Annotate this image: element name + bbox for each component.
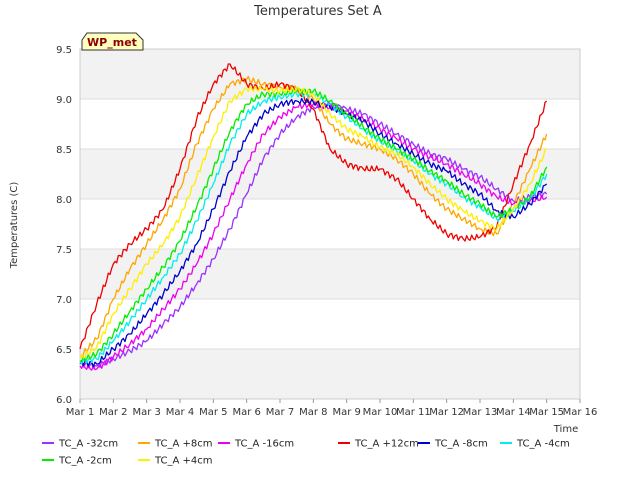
series-line-7 bbox=[79, 87, 548, 362]
x-tick-label: Mar 16 bbox=[563, 407, 598, 418]
x-tick-label: Mar 15 bbox=[529, 407, 564, 418]
legend-label: TC_A -4cm bbox=[516, 439, 570, 450]
background-bands bbox=[80, 49, 580, 399]
x-tick-label: Mar 9 bbox=[332, 407, 360, 418]
background-band bbox=[80, 349, 580, 399]
y-tick-label: 9.5 bbox=[56, 45, 72, 56]
series-line-3 bbox=[79, 101, 548, 371]
x-axis-ticks: Mar 1 Mar 2 Mar 3 Mar 4 Mar 5 Mar 6 Mar 7 Mar 8… bbox=[66, 399, 598, 418]
series-line-5 bbox=[79, 97, 548, 368]
y-axis-title: Temperatures (C) bbox=[9, 182, 20, 270]
x-tick-label: Mar 10 bbox=[363, 407, 398, 418]
series-lines bbox=[79, 63, 548, 371]
y-tick-label: 8.0 bbox=[56, 195, 72, 206]
x-tick-label: Mar 5 bbox=[199, 407, 227, 418]
badge-shape bbox=[81, 32, 144, 51]
legend-label: TC_A -16cm bbox=[234, 439, 294, 450]
y-tick-label: 6.5 bbox=[56, 345, 72, 356]
y-tick-label: 7.0 bbox=[56, 295, 72, 306]
x-tick-label: Mar 12 bbox=[429, 407, 464, 418]
legend: TC_A -32cm TC_A +8cm TC_A -16cm TC_A +12cm T… bbox=[42, 439, 570, 467]
x-tick-label: Mar 3 bbox=[132, 407, 160, 418]
series-line-1 bbox=[79, 100, 548, 369]
background-band bbox=[80, 249, 580, 299]
x-tick-label: Mar 4 bbox=[166, 407, 194, 418]
series-line-8 bbox=[79, 85, 547, 360]
background-band bbox=[80, 49, 580, 99]
legend-label: TC_A +4cm bbox=[154, 456, 213, 467]
x-tick-label: Mar 7 bbox=[266, 407, 294, 418]
x-tick-label: Mar 13 bbox=[463, 407, 498, 418]
x-tick-label: Mar 6 bbox=[232, 407, 260, 418]
y-tick-label: 7.5 bbox=[56, 245, 72, 256]
background-band bbox=[80, 149, 580, 199]
x-tick-label: Mar 8 bbox=[299, 407, 327, 418]
x-tick-label: Mar 14 bbox=[496, 407, 531, 418]
x-tick-label: Mar 11 bbox=[396, 407, 431, 418]
legend-label: TC_A +8cm bbox=[154, 439, 213, 450]
series-line-2 bbox=[80, 75, 548, 358]
badge-label: WP_met bbox=[87, 36, 137, 49]
legend-label: TC_A -2cm bbox=[58, 456, 112, 467]
x-tick-label: Mar 2 bbox=[99, 407, 127, 418]
legend-label: TC_A -32cm bbox=[58, 439, 118, 450]
chart-title: Temperatures Set A bbox=[253, 4, 382, 19]
wp-met-badge: WP_met bbox=[81, 32, 144, 51]
y-tick-label: 8.5 bbox=[56, 145, 72, 156]
y-tick-label: 9.0 bbox=[56, 95, 72, 106]
legend-label: TC_A -8cm bbox=[434, 439, 488, 450]
legend-label: TC_A +12cm bbox=[354, 439, 419, 450]
series-line-4 bbox=[79, 63, 548, 350]
x-tick-label: Mar 1 bbox=[66, 407, 94, 418]
x-axis-title: Time bbox=[553, 424, 578, 435]
y-axis-ticks: 6.0 6.5 7.0 7.5 8.0 8.5 9.0 9.5 bbox=[56, 45, 72, 406]
y-tick-label: 6.0 bbox=[56, 395, 72, 406]
plot-frame bbox=[79, 48, 581, 400]
